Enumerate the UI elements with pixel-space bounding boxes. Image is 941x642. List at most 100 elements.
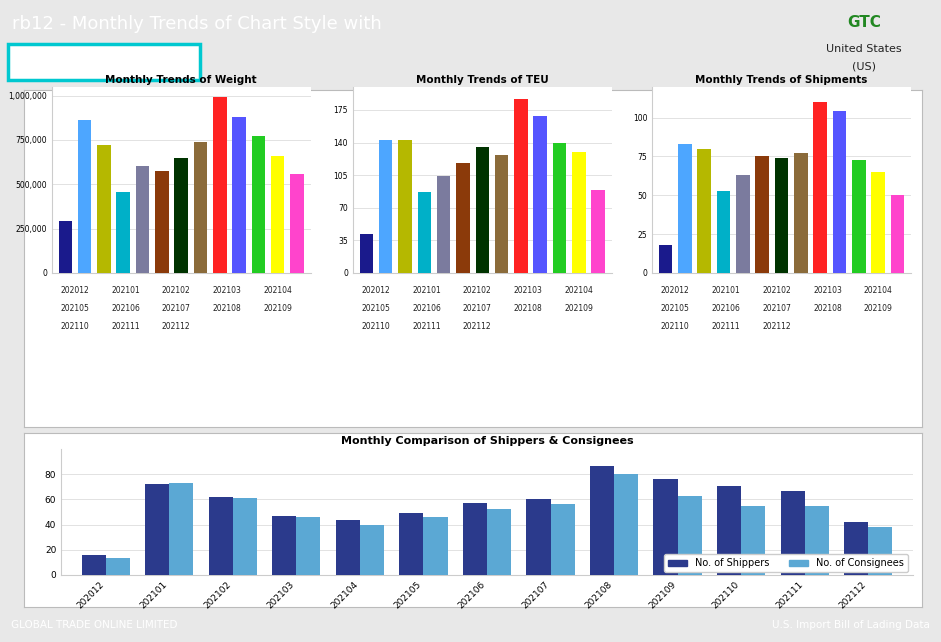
Bar — [591, 190, 605, 273]
Text: GLOBAL TRADE ONLINE LIMITED: GLOBAL TRADE ONLINE LIMITED — [11, 620, 178, 630]
Text: 202012: 202012 — [661, 286, 690, 295]
Text: 202108: 202108 — [813, 304, 842, 313]
Text: 202103: 202103 — [213, 286, 242, 295]
Bar — [379, 140, 392, 273]
Text: 202102: 202102 — [162, 286, 191, 295]
Bar — [890, 195, 904, 273]
Text: 202107: 202107 — [762, 304, 791, 313]
Bar — [844, 522, 869, 575]
Bar — [659, 245, 673, 273]
Text: United States: United States — [826, 44, 901, 54]
Bar — [487, 510, 511, 575]
Text: 202112: 202112 — [162, 322, 190, 331]
Text: 202102: 202102 — [762, 286, 791, 295]
Bar — [678, 496, 702, 575]
Bar — [736, 175, 750, 273]
Bar — [359, 234, 374, 273]
Text: 202110: 202110 — [60, 322, 89, 331]
Bar — [58, 221, 72, 273]
Bar — [717, 486, 742, 575]
Bar — [194, 142, 207, 273]
Text: 202106: 202106 — [111, 304, 140, 313]
Bar — [437, 176, 451, 273]
Text: 202111: 202111 — [111, 322, 139, 331]
Text: Working Gloves: Working Gloves — [19, 55, 123, 68]
Bar — [742, 506, 765, 575]
Bar — [552, 143, 566, 273]
Text: 202112: 202112 — [463, 322, 491, 331]
Bar — [526, 499, 550, 575]
Text: 202112: 202112 — [762, 322, 790, 331]
FancyBboxPatch shape — [8, 44, 200, 80]
Text: 202105: 202105 — [361, 304, 391, 313]
Text: 202104: 202104 — [565, 286, 594, 295]
Bar — [717, 191, 730, 273]
Bar — [678, 144, 692, 273]
Text: 202012: 202012 — [60, 286, 89, 295]
Text: 202106: 202106 — [412, 304, 441, 313]
Text: 202109: 202109 — [864, 304, 893, 313]
Text: (US): (US) — [852, 61, 876, 71]
Bar — [774, 158, 789, 273]
Text: 202101: 202101 — [412, 286, 441, 295]
Bar — [781, 490, 805, 575]
Bar — [251, 136, 265, 273]
Text: 202012: 202012 — [361, 286, 391, 295]
Bar — [232, 117, 246, 273]
Bar — [456, 163, 470, 273]
Bar — [174, 157, 188, 273]
Bar — [869, 527, 892, 575]
Text: 202104: 202104 — [864, 286, 893, 295]
Bar — [117, 192, 130, 273]
Bar — [78, 120, 91, 273]
Bar — [169, 483, 193, 575]
Bar — [296, 517, 321, 575]
Text: 202110: 202110 — [661, 322, 690, 331]
Legend: No. of Shippers, No. of Consignees: No. of Shippers, No. of Consignees — [664, 555, 908, 572]
Title: Monthly Trends of TEU: Monthly Trends of TEU — [416, 74, 549, 85]
Bar — [550, 505, 575, 575]
Bar — [756, 157, 769, 273]
Text: 202108: 202108 — [514, 304, 543, 313]
Bar — [359, 525, 384, 575]
Bar — [697, 149, 711, 273]
Bar — [514, 99, 528, 273]
Text: 202105: 202105 — [661, 304, 690, 313]
Text: 202108: 202108 — [213, 304, 242, 313]
Text: 202111: 202111 — [711, 322, 740, 331]
Bar — [398, 140, 412, 273]
Text: 202102: 202102 — [463, 286, 492, 295]
Bar — [805, 506, 829, 575]
Bar — [271, 156, 284, 273]
Bar — [572, 152, 585, 273]
Bar — [833, 112, 846, 273]
Bar — [155, 171, 168, 273]
Text: 202103: 202103 — [813, 286, 842, 295]
Bar — [852, 160, 866, 273]
Title: Monthly Trends of Weight: Monthly Trends of Weight — [105, 74, 257, 85]
Bar — [534, 116, 547, 273]
Text: GTC: GTC — [847, 15, 881, 30]
Bar — [272, 516, 296, 575]
Bar — [213, 98, 227, 273]
Text: 202101: 202101 — [111, 286, 140, 295]
Bar — [423, 517, 448, 575]
Bar — [418, 192, 431, 273]
Bar — [590, 465, 614, 575]
Bar — [290, 175, 304, 273]
Bar — [136, 166, 150, 273]
Title: Monthly Trends of Shipments: Monthly Trends of Shipments — [695, 74, 868, 85]
Bar — [82, 555, 105, 575]
Text: 202103: 202103 — [514, 286, 543, 295]
Bar — [813, 102, 827, 273]
Bar — [97, 145, 111, 273]
Bar — [105, 559, 130, 575]
Bar — [336, 519, 359, 575]
Text: 202101: 202101 — [711, 286, 741, 295]
Text: 202109: 202109 — [263, 304, 293, 313]
Bar — [495, 155, 508, 273]
Bar — [794, 153, 807, 273]
Text: 202105: 202105 — [60, 304, 89, 313]
Text: U.S. Import Bill of Lading Data: U.S. Import Bill of Lading Data — [772, 620, 930, 630]
Text: 202104: 202104 — [263, 286, 293, 295]
